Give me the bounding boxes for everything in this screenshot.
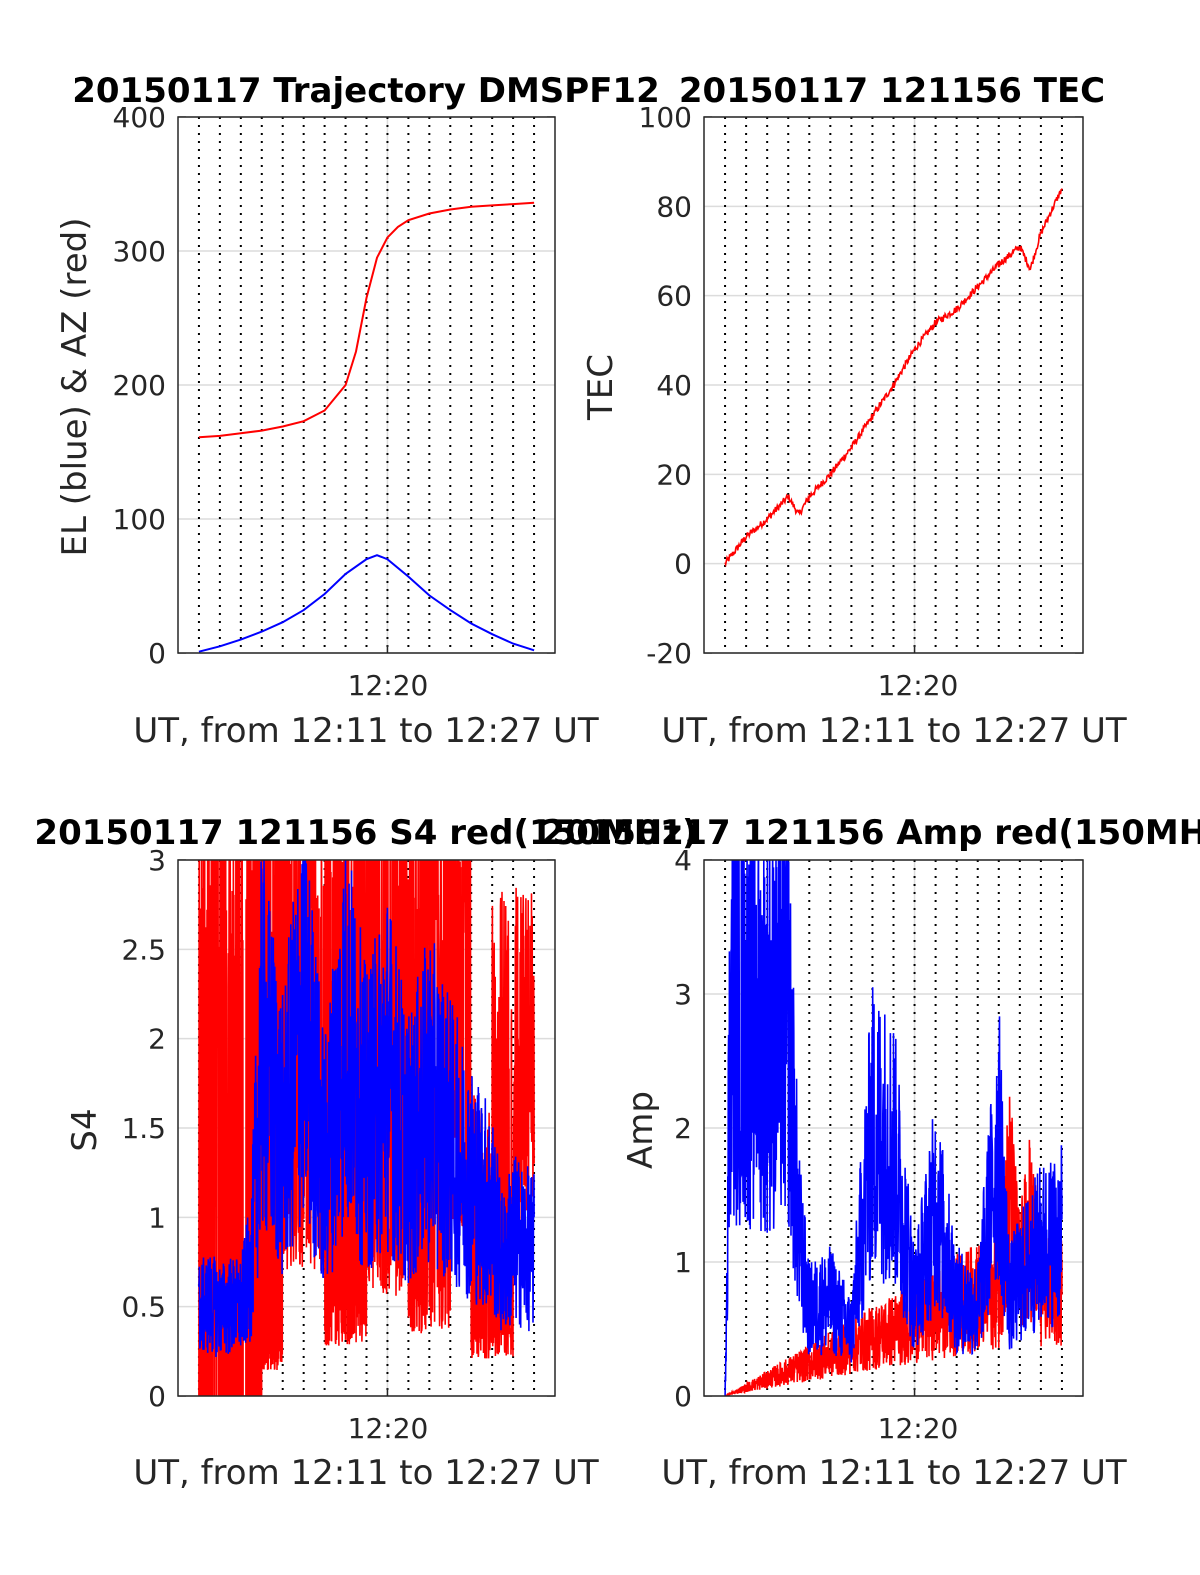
panel-amp-series-1-line: [724, 860, 1063, 1396]
panel-amp-y-tick-label: 4: [674, 844, 692, 877]
panel-trajectory-y-tick-label: 100: [113, 503, 166, 536]
panel-s4-x-tick-label: 12:20: [348, 1412, 429, 1445]
panel-s4-y-tick-label: 1.5: [121, 1112, 166, 1145]
panel-amp-axes-frame: [703, 859, 1084, 1397]
panel-s4-y-tick-label: 1: [148, 1201, 166, 1234]
panel-tec-x-axis-label: UT, from 12:11 to 12:27 UT: [661, 711, 1127, 751]
panel-tec-axes-frame: [703, 116, 1084, 654]
panel-s4-x-axis-label: UT, from 12:11 to 12:27 UT: [133, 1453, 599, 1493]
panel-trajectory-y-axis-label: EL (blue) & AZ (red): [55, 217, 95, 556]
panel-trajectory-y-tick-label: 0: [148, 637, 166, 670]
panel-amp-y-tick-label: 0: [674, 1380, 692, 1413]
panel-amp-title: 20150117 121156 Amp red(150MHz): [541, 813, 1200, 853]
panel-s4-y-tick-label: 2.5: [121, 933, 166, 966]
panel-tec-y-tick-label: 80: [656, 190, 692, 223]
panel-amp-y-tick-label: 1: [674, 1246, 692, 1279]
panel-amp-x-tick-label: 12:20: [878, 1412, 959, 1445]
panel-amp: 20150117 121156 Amp red(150MHz) 0 1 2 3 4 12:2…: [541, 813, 1200, 1493]
panel-trajectory-y-tick-label: 300: [113, 235, 166, 268]
panel-amp-y-tick-label: 2: [674, 1112, 692, 1145]
panel-s4-axes-frame: [177, 859, 556, 1397]
panel-trajectory-x-tick-label: 12:20: [348, 669, 429, 702]
panel-amp-x-axis-label: UT, from 12:11 to 12:27 UT: [661, 1453, 1127, 1493]
panel-trajectory-series-0-line: [198, 201, 535, 439]
panel-s4-y-axis-label: S4: [65, 1108, 105, 1151]
panel-s4-y-tick-label: 3: [148, 844, 166, 877]
panel-s4-y-tick-label: 0.5: [121, 1291, 166, 1324]
panel-tec-series-0-line: [724, 188, 1063, 568]
panel-tec-y-tick-label: 0: [674, 548, 692, 581]
panel-trajectory: 20150117 Trajectory DMSPF12 0 100 200 300 400…: [55, 71, 660, 751]
panel-tec-y-tick-label: 40: [656, 369, 692, 402]
panel-tec-minute-markers: [724, 117, 1063, 653]
panel-trajectory-y-tick-label: 200: [113, 369, 166, 402]
panel-trajectory-x-axis-label: UT, from 12:11 to 12:27 UT: [133, 711, 599, 751]
panel-s4: 20150117 121156 S4 red(150MHz) 0 0.5 1 1.5 2 2…: [34, 813, 697, 1493]
panel-tec-y-tick-label: -20: [646, 637, 692, 670]
panel-s4-y-tick-label: 0: [148, 1380, 166, 1413]
panel-amp-y-tick-label: 3: [674, 978, 692, 1011]
panel-trajectory-series-1-line: [198, 554, 535, 653]
panel-s4-y-tick-label: 2: [148, 1023, 166, 1056]
panel-tec-title: 20150117 121156 TEC: [679, 71, 1105, 111]
panel-tec-y-tick-label: 20: [656, 458, 692, 491]
panel-tec-y-tick-label: 60: [656, 280, 692, 313]
panel-s4-series-1-line: [198, 860, 535, 1358]
panel-trajectory-axes-frame: [177, 116, 556, 654]
panel-tec-y-tick-label: 100: [639, 101, 692, 134]
panel-trajectory-title: 20150117 Trajectory DMSPF12: [72, 71, 660, 111]
panel-tec-x-tick-label: 12:20: [878, 669, 959, 702]
panel-amp-y-axis-label: Amp: [621, 1091, 661, 1169]
panel-tec-y-axis-label: TEC: [581, 354, 621, 421]
panel-trajectory-y-tick-label: 400: [113, 101, 166, 134]
panel-tec: 20150117 121156 TEC -20 0 20 40 60 80 100 12:20 U…: [581, 71, 1127, 751]
panel-s4-title: 20150117 121156 S4 red(150MHz): [34, 813, 697, 853]
